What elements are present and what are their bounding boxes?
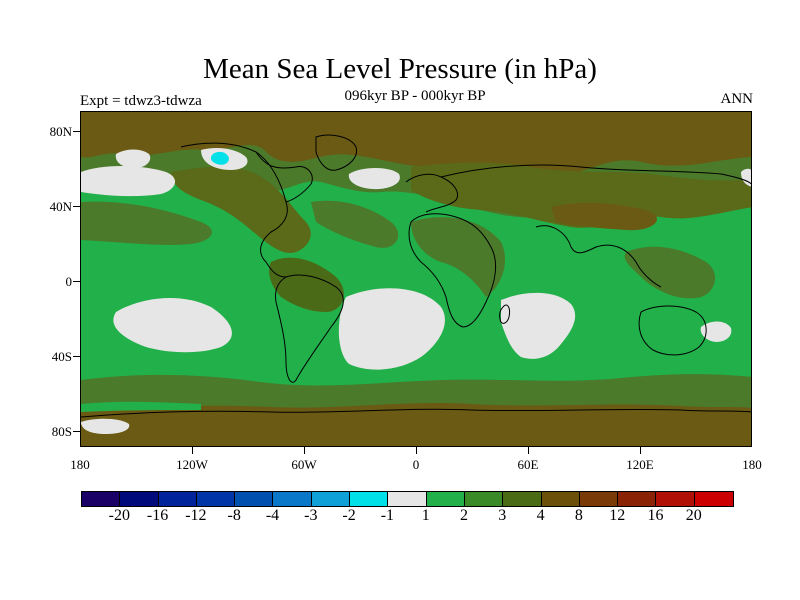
- africa-region: [411, 217, 506, 297]
- pressure-map: [80, 111, 752, 447]
- south-america-region: [269, 257, 344, 312]
- colorbar-label: 20: [685, 507, 702, 524]
- colorbar: [81, 491, 735, 507]
- figure-title: Mean Sea Level Pressure (in hPa): [203, 53, 597, 85]
- lat-tick: [73, 131, 80, 132]
- lat-label-80n: 80N: [49, 124, 72, 139]
- colorbar-label: 3: [498, 507, 507, 524]
- colorbar-swatch: [656, 492, 695, 506]
- lon-tick: [528, 447, 529, 454]
- lon-label-180e: 180: [742, 457, 762, 472]
- north-pacific-white: [81, 166, 176, 197]
- north-atlantic-white: [348, 168, 400, 190]
- figure-subtitle: 096kyr BP - 000kyr BP: [344, 88, 486, 104]
- colorbar-label: -20: [108, 507, 130, 524]
- colorbar-label: -4: [265, 507, 280, 524]
- map-svg: [81, 112, 751, 446]
- lon-label-180w: 180: [70, 457, 90, 472]
- colorbar-label: -12: [185, 507, 207, 524]
- lon-tick: [192, 447, 193, 454]
- colorbar-label: -2: [342, 507, 356, 524]
- colorbar-swatch: [541, 492, 580, 506]
- north-pacific-olive: [81, 201, 212, 245]
- lat-tick: [73, 206, 80, 207]
- colorbar-label: -1: [380, 507, 395, 524]
- lon-tick: [304, 447, 305, 454]
- lat-label-40n: 40N: [49, 199, 72, 214]
- colorbar-label: 1: [421, 507, 430, 524]
- maritime-continent-region: [624, 246, 716, 299]
- lat-tick: [73, 281, 80, 282]
- coastlines: [81, 134, 751, 418]
- south-pacific-white: [113, 297, 232, 353]
- lat-tick: [73, 356, 80, 357]
- colorbar-swatch: [273, 492, 312, 506]
- colorbar-label: 8: [574, 507, 583, 524]
- colorbar-swatch: [694, 492, 734, 506]
- lon-tick: [416, 447, 417, 454]
- colorbar-swatch: [196, 492, 236, 506]
- greenland-white: [115, 149, 151, 169]
- lat-label-0: 0: [65, 274, 73, 289]
- central-asia-region: [551, 202, 657, 231]
- lon-label-60w: 60W: [291, 457, 317, 472]
- lon-label-0: 0: [412, 457, 420, 472]
- colorbar-swatch: [311, 492, 351, 506]
- colorbar-swatch: [158, 492, 197, 506]
- colorbar-label: 12: [609, 507, 626, 524]
- ross-sea-white: [81, 418, 130, 434]
- colorbar-swatch: [388, 492, 427, 506]
- lat-tick: [73, 431, 80, 432]
- lon-label-60e: 60E: [517, 457, 539, 472]
- colorbar-swatch: [120, 492, 159, 506]
- north-america-region: [171, 166, 311, 253]
- colorbar-swatch: [464, 492, 504, 506]
- indian-ocean-white: [501, 292, 576, 359]
- southeast-indian-white: [700, 321, 732, 342]
- colorbar-swatch: [350, 492, 389, 506]
- experiment-label: Expt = tdwz3-tdwza: [80, 93, 202, 109]
- season-label: ANN: [720, 91, 754, 107]
- colorbar-label: -3: [304, 507, 318, 524]
- colorbar-label: -16: [146, 507, 169, 524]
- arctic-brown-region: [81, 112, 751, 176]
- eurasia-region: [411, 162, 751, 228]
- south-atlantic-white: [338, 288, 445, 370]
- coastal-green-strip: [81, 401, 201, 412]
- lon-label-120e: 120E: [626, 457, 654, 472]
- colorbar-swatch: [579, 492, 619, 506]
- lat-label-80s: 80S: [51, 424, 72, 439]
- colorbar-swatch: [82, 492, 121, 506]
- colorbar-label: 2: [460, 507, 468, 524]
- lon-tick: [640, 447, 641, 454]
- colorbar-label: 16: [647, 507, 664, 524]
- colorbar-swatch: [503, 492, 542, 506]
- colorbar-label: -8: [227, 507, 241, 524]
- cyan-patch: [210, 151, 229, 165]
- north-atlantic-olive: [311, 200, 399, 248]
- colorbar-label: 4: [536, 507, 545, 524]
- colorbar-swatch: [235, 492, 274, 506]
- lat-label-40s: 40S: [51, 349, 72, 364]
- colorbar-swatch: [618, 492, 657, 506]
- colorbar-swatch: [426, 492, 465, 506]
- lon-label-120w: 120W: [176, 457, 208, 472]
- antarctica-brown: [81, 403, 751, 446]
